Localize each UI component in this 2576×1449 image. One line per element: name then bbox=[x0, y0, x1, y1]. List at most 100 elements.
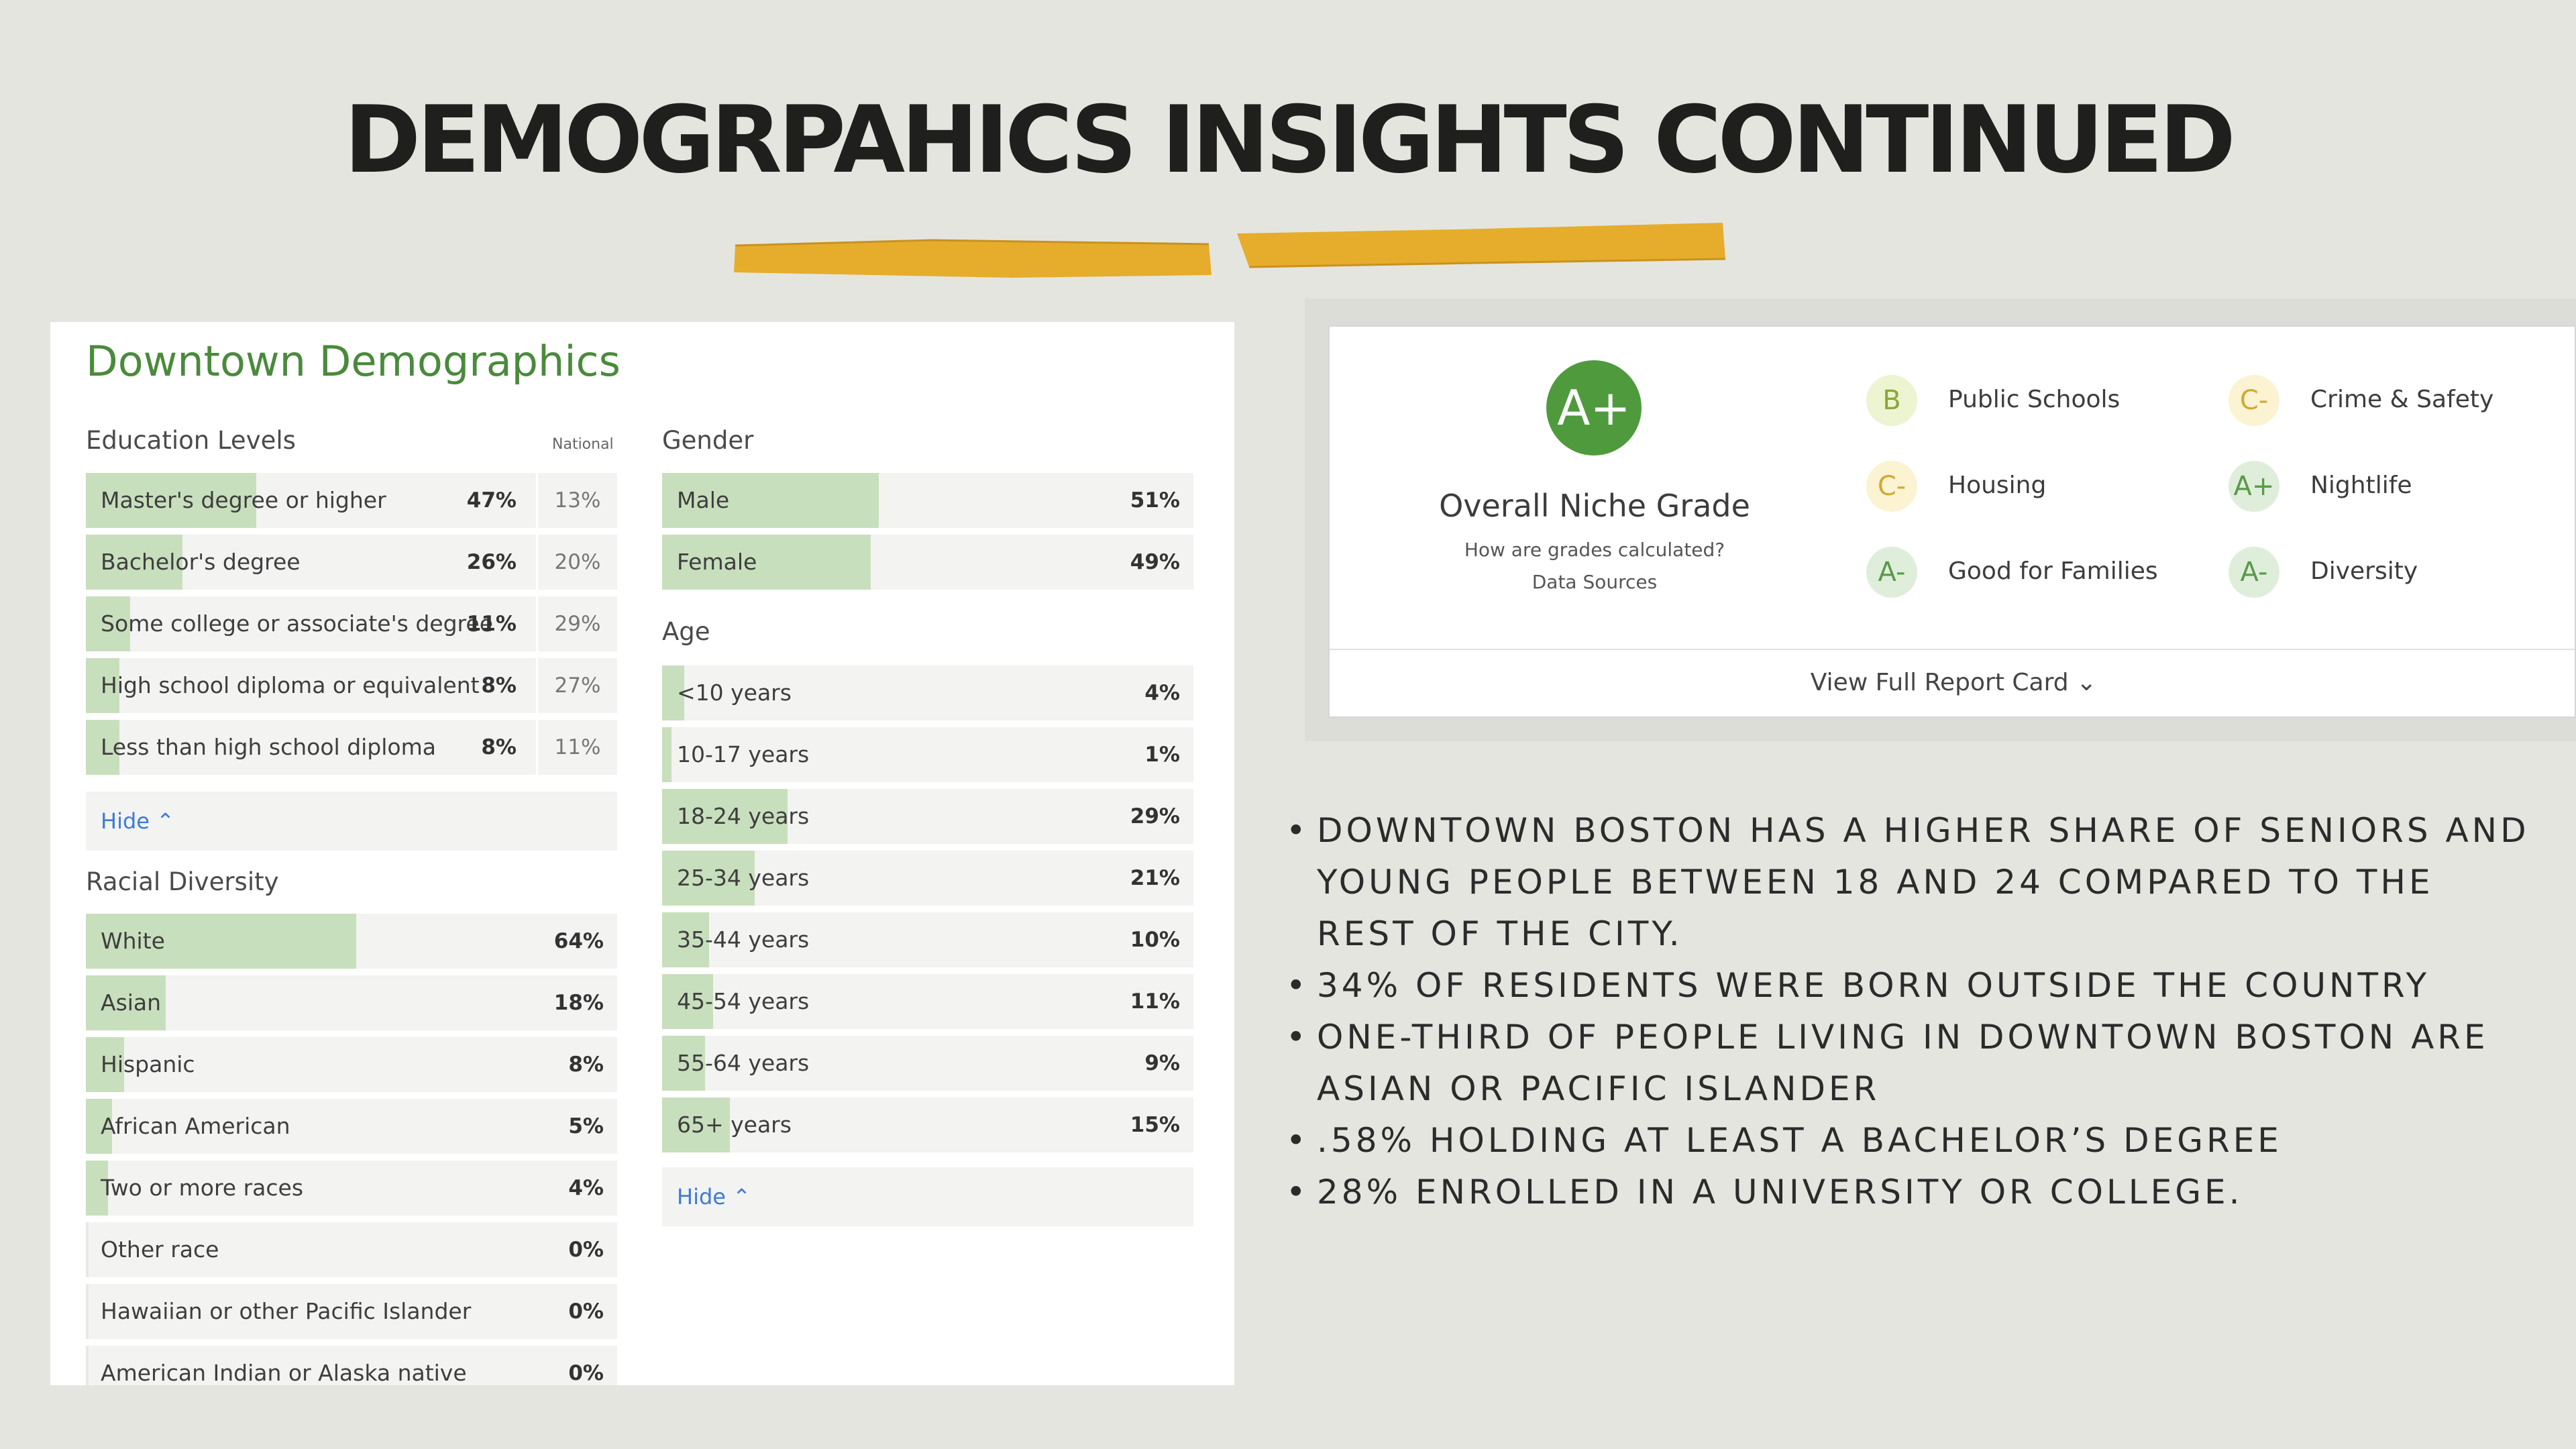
stat-bar bbox=[86, 975, 166, 1030]
stat-bar bbox=[86, 1099, 112, 1154]
insight-item: One-third of people living in Downtown B… bbox=[1278, 1012, 2546, 1115]
accent-stroke-left bbox=[734, 239, 1212, 278]
stat-row: Female 49% bbox=[662, 535, 1193, 590]
stat-row: Hawaiian or other Pacific Islander 0% bbox=[86, 1284, 617, 1339]
national-value: 13% bbox=[536, 473, 617, 528]
stat-label: Two or more races bbox=[101, 1175, 304, 1201]
stat-value: 0% bbox=[568, 1299, 604, 1324]
education-hide-link[interactable]: Hide ⌃ bbox=[101, 808, 174, 834]
stat-value: 29% bbox=[1130, 804, 1180, 828]
data-sources-link[interactable]: Data Sources bbox=[1532, 571, 1658, 593]
grade-badge: B bbox=[1866, 375, 1917, 426]
insight-item: Downtown Boston has a higher share of se… bbox=[1278, 805, 2546, 960]
age-hide-link[interactable]: Hide ⌃ bbox=[677, 1184, 751, 1210]
grade-category-link[interactable]: Housing bbox=[1948, 472, 2047, 499]
stat-label: 18-24 years bbox=[677, 803, 810, 829]
stat-bar bbox=[86, 535, 183, 590]
stat-label: Less than high school diploma bbox=[101, 734, 436, 760]
stat-value: 26% bbox=[466, 550, 517, 574]
grade-badge: C- bbox=[1866, 461, 1917, 512]
chevron-up-icon: ⌃ bbox=[733, 1184, 751, 1210]
stat-row: Less than high school diploma 8% 11% bbox=[86, 720, 617, 775]
insight-item: 28% enrolled in a university or college. bbox=[1278, 1167, 2546, 1218]
grades-calculated-link[interactable]: How are grades calculated? bbox=[1464, 539, 1725, 561]
national-value: 29% bbox=[536, 596, 617, 651]
stat-value: 21% bbox=[1130, 866, 1180, 890]
stat-value: 18% bbox=[553, 991, 604, 1015]
stat-value: 8% bbox=[481, 674, 517, 698]
stat-label: White bbox=[101, 928, 165, 954]
gender-title: Gender bbox=[662, 426, 754, 455]
grade-category-link[interactable]: Good for Families bbox=[1948, 557, 2158, 585]
insights-list: Downtown Boston has a higher share of se… bbox=[1278, 805, 2546, 1218]
stat-label: 65+ years bbox=[677, 1112, 792, 1138]
grade-category-link[interactable]: Diversity bbox=[2310, 557, 2418, 585]
stat-row: American Indian or Alaska native 0% bbox=[86, 1346, 617, 1385]
insight-item: 34% of residents were born outside the c… bbox=[1278, 960, 2546, 1012]
stat-row: Some college or associate's degree 11% 29% bbox=[86, 596, 617, 651]
overall-grade-badge: A+ bbox=[1546, 360, 1642, 455]
stat-bar bbox=[86, 1284, 89, 1339]
stat-bar bbox=[662, 665, 684, 720]
stat-value: 49% bbox=[1130, 550, 1180, 574]
stat-row: Two or more races 4% bbox=[86, 1161, 617, 1216]
insight-item: .58% holding at least a bachelor’s degre… bbox=[1278, 1115, 2546, 1167]
stat-label: American Indian or Alaska native bbox=[101, 1360, 467, 1385]
stat-value: 0% bbox=[568, 1238, 604, 1262]
stat-row: 45-54 years 11% bbox=[662, 974, 1193, 1029]
stat-label: Bachelor's degree bbox=[101, 549, 301, 575]
stat-label: Asian bbox=[101, 989, 162, 1016]
stat-row: 65+ years 15% bbox=[662, 1097, 1193, 1152]
stat-label: Male bbox=[677, 487, 730, 513]
stat-label: Hispanic bbox=[101, 1051, 195, 1077]
accent-stroke-right bbox=[1237, 223, 1726, 268]
stat-bar bbox=[86, 1222, 89, 1277]
stat-bar bbox=[86, 914, 357, 969]
grade-badge: A+ bbox=[2229, 461, 2279, 512]
chevron-up-icon: ⌃ bbox=[156, 808, 174, 834]
education-levels-title: Education Levels bbox=[86, 426, 296, 455]
stat-value: 10% bbox=[1130, 928, 1180, 952]
stat-label: Some college or associate's degree bbox=[101, 610, 494, 637]
overall-niche-grade-label: Overall Niche Grade bbox=[1439, 488, 1750, 524]
stat-row: High school diploma or equivalent 8% 27% bbox=[86, 658, 617, 713]
view-full-report-button[interactable]: View Full Report Card ⌄ bbox=[1810, 669, 2097, 696]
stat-label: 35-44 years bbox=[677, 926, 810, 953]
stat-value: 47% bbox=[466, 488, 517, 513]
stat-row: White 64% bbox=[86, 914, 617, 969]
stat-label: <10 years bbox=[677, 680, 792, 706]
stat-value: 4% bbox=[568, 1176, 604, 1200]
stat-row: Bachelor's degree 26% 20% bbox=[86, 535, 617, 590]
report-card: A+ Overall Niche Grade How are grades ca… bbox=[1328, 325, 2576, 718]
stat-value: 0% bbox=[568, 1361, 604, 1385]
slide-title: DEMOGRPAHICS INSIGHTS CONTINUED bbox=[343, 86, 2236, 194]
stat-bar bbox=[86, 658, 119, 713]
age-title: Age bbox=[662, 617, 710, 646]
grade-category-link[interactable]: Public Schools bbox=[1948, 386, 2121, 413]
racial-diversity-title: Racial Diversity bbox=[86, 867, 279, 896]
stat-value: 5% bbox=[568, 1114, 604, 1138]
report-card-frame: A+ Overall Niche Grade How are grades ca… bbox=[1305, 299, 2576, 741]
stat-value: 11% bbox=[1130, 989, 1180, 1014]
stat-row: Other race 0% bbox=[86, 1222, 617, 1277]
stat-row: 35-44 years 10% bbox=[662, 912, 1193, 967]
stat-value: 4% bbox=[1144, 681, 1180, 705]
stat-label: Other race bbox=[101, 1236, 219, 1263]
stat-value: 9% bbox=[1144, 1051, 1180, 1075]
stat-bar bbox=[86, 1346, 89, 1385]
stat-row: Hispanic 8% bbox=[86, 1037, 617, 1092]
card-divider bbox=[1330, 649, 2575, 650]
stat-label: 45-54 years bbox=[677, 988, 810, 1014]
stat-bar bbox=[86, 473, 256, 528]
stat-label: 55-64 years bbox=[677, 1050, 810, 1076]
stat-bar bbox=[662, 974, 713, 1029]
stat-row: Master's degree or higher 47% 13% bbox=[86, 473, 617, 528]
grade-category-link[interactable]: Nightlife bbox=[2310, 472, 2412, 499]
chevron-down-icon: ⌄ bbox=[2076, 669, 2097, 696]
education-hide-row: Hide ⌃ bbox=[86, 792, 617, 851]
stat-row: African American 5% bbox=[86, 1099, 617, 1154]
age-hide-row: Hide ⌃ bbox=[662, 1167, 1193, 1226]
stat-value: 64% bbox=[553, 929, 604, 953]
grade-category-link[interactable]: Crime & Safety bbox=[2310, 386, 2494, 413]
stat-label: Master's degree or higher bbox=[101, 487, 386, 513]
